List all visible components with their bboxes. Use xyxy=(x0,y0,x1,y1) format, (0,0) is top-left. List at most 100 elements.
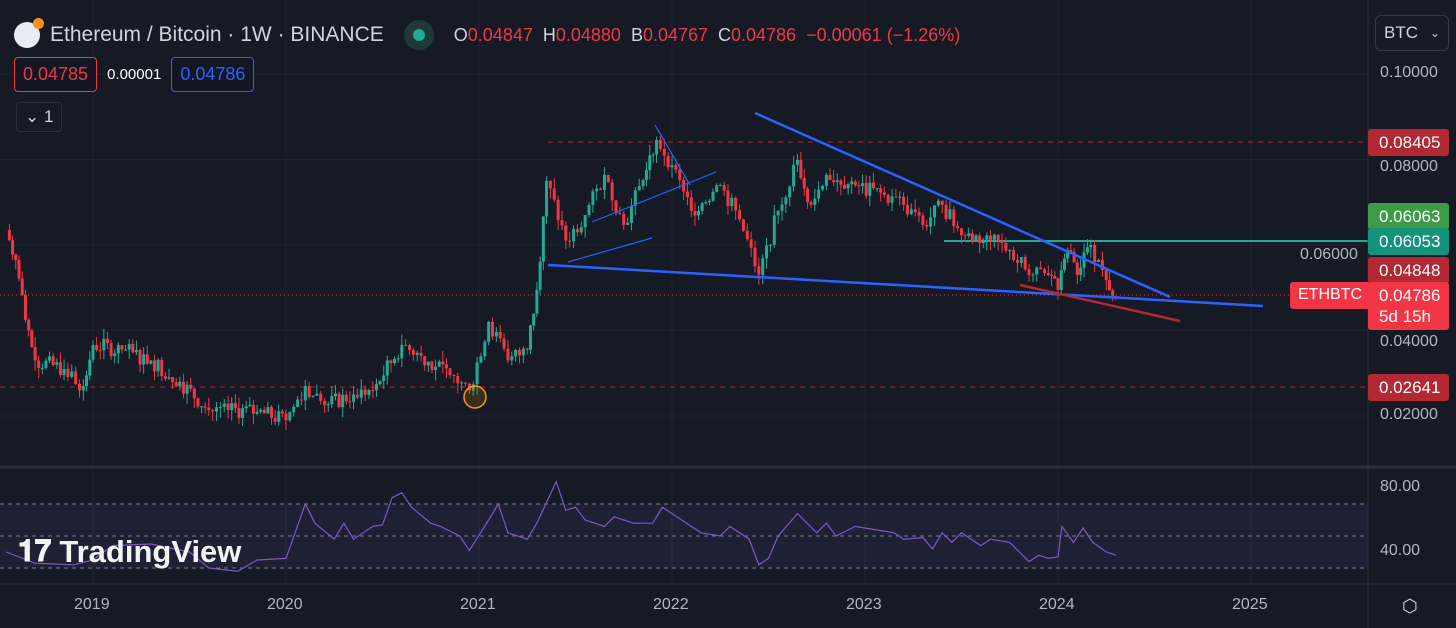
candle-body xyxy=(535,289,539,314)
symbol-title[interactable]: Ethereum / Bitcoin · 1W · BINANCE xyxy=(50,23,384,46)
candle xyxy=(809,200,813,209)
candle-body xyxy=(678,169,682,180)
candle xyxy=(868,175,872,207)
candle xyxy=(319,390,323,405)
candle xyxy=(437,359,441,367)
candle-body xyxy=(85,375,89,387)
time-tick-label[interactable]: 2020 xyxy=(267,596,303,613)
drawings xyxy=(0,141,1368,388)
candle xyxy=(568,232,572,248)
tradingview-watermark[interactable]: 𝟏𝟕 TradingView xyxy=(18,534,242,569)
candle-body xyxy=(359,389,363,398)
market-status-icon[interactable] xyxy=(403,20,434,50)
buy-button[interactable]: 0.04786 xyxy=(171,57,255,92)
candle-body xyxy=(898,196,902,198)
candle-body xyxy=(528,325,532,350)
candle xyxy=(85,370,89,392)
candle-body xyxy=(1059,270,1063,290)
wedge-lower-line[interactable] xyxy=(1019,283,1181,323)
candle-body xyxy=(441,361,445,365)
candle-body xyxy=(502,338,506,349)
low-line-price-label: 0.02641 xyxy=(1368,374,1449,401)
channel-line[interactable] xyxy=(591,171,717,223)
candle-body xyxy=(174,382,178,387)
candle xyxy=(448,368,452,379)
candle xyxy=(633,187,637,216)
candle-body xyxy=(448,368,452,375)
candle-body xyxy=(704,202,708,204)
candle-body xyxy=(832,180,836,183)
candle-body xyxy=(722,185,726,191)
rsi-tick-label: 80.00 xyxy=(1380,478,1421,495)
candle-body xyxy=(1089,245,1093,248)
candle-body xyxy=(319,393,323,401)
candle-body xyxy=(1004,242,1008,251)
candle-body xyxy=(602,174,606,190)
candle xyxy=(1107,270,1111,291)
candle-body xyxy=(952,209,956,227)
candle xyxy=(452,374,456,383)
candle-body xyxy=(1027,269,1031,275)
candle xyxy=(637,178,641,191)
candle-body xyxy=(277,411,281,422)
candle xyxy=(337,391,341,409)
candle xyxy=(181,373,185,399)
candle xyxy=(853,179,857,188)
candle-body xyxy=(244,406,248,409)
candle xyxy=(502,333,506,352)
candle xyxy=(74,366,78,385)
time-tick-label[interactable]: 2023 xyxy=(846,596,882,613)
candle-body xyxy=(745,230,749,240)
candle xyxy=(196,397,200,409)
candle xyxy=(864,175,868,199)
ohlc-values: O0.04847 H0.04880 B0.04767 C0.04786 −0.0… xyxy=(453,24,961,45)
candle xyxy=(700,201,704,215)
candle-body xyxy=(378,381,382,385)
candle-body xyxy=(494,331,498,337)
time-tick-label[interactable]: 2019 xyxy=(74,596,110,613)
support-trendline[interactable] xyxy=(547,263,1264,308)
time-tick-label[interactable]: 2021 xyxy=(460,596,496,613)
candle-body xyxy=(599,188,603,190)
settings-gear-icon[interactable]: ⬡ xyxy=(1402,596,1418,616)
candle-body xyxy=(371,390,375,392)
indicators-collapse-button[interactable]: ⌄ 1 xyxy=(16,102,63,132)
candle xyxy=(905,195,909,218)
candle-body xyxy=(189,384,193,389)
candle-body xyxy=(178,381,182,387)
candle xyxy=(160,356,164,382)
candle xyxy=(192,387,196,408)
candle-body xyxy=(768,244,772,246)
descending-trendline[interactable] xyxy=(754,111,1171,299)
candle-body xyxy=(1079,267,1083,275)
currency-select[interactable]: BTC ⌄ xyxy=(1375,15,1449,51)
candle xyxy=(7,224,11,242)
candle-body xyxy=(792,164,796,187)
candle xyxy=(226,395,230,419)
candle xyxy=(528,324,532,354)
candle-body xyxy=(37,360,41,368)
candle xyxy=(367,388,371,400)
candle xyxy=(861,174,865,194)
bottom-marker-circle[interactable] xyxy=(463,385,487,409)
channel-line[interactable] xyxy=(567,237,653,263)
candle-body xyxy=(730,197,734,207)
candle xyxy=(203,402,207,414)
time-tick-label[interactable]: 2025 xyxy=(1232,596,1268,613)
candle-body xyxy=(637,186,641,191)
candle-body xyxy=(875,188,879,190)
candle xyxy=(292,404,296,417)
candle xyxy=(255,404,259,416)
candle-body xyxy=(1100,259,1104,270)
candle xyxy=(978,232,982,254)
candle xyxy=(992,233,996,248)
time-tick-label[interactable]: 2024 xyxy=(1039,596,1075,613)
sell-button[interactable]: 0.04785 xyxy=(14,57,98,92)
time-tick-label[interactable]: 2022 xyxy=(653,596,689,613)
channel-line[interactable] xyxy=(654,124,691,186)
candle xyxy=(857,180,861,195)
candle-body xyxy=(44,360,48,368)
candle xyxy=(333,385,337,401)
candle-body xyxy=(921,215,925,225)
